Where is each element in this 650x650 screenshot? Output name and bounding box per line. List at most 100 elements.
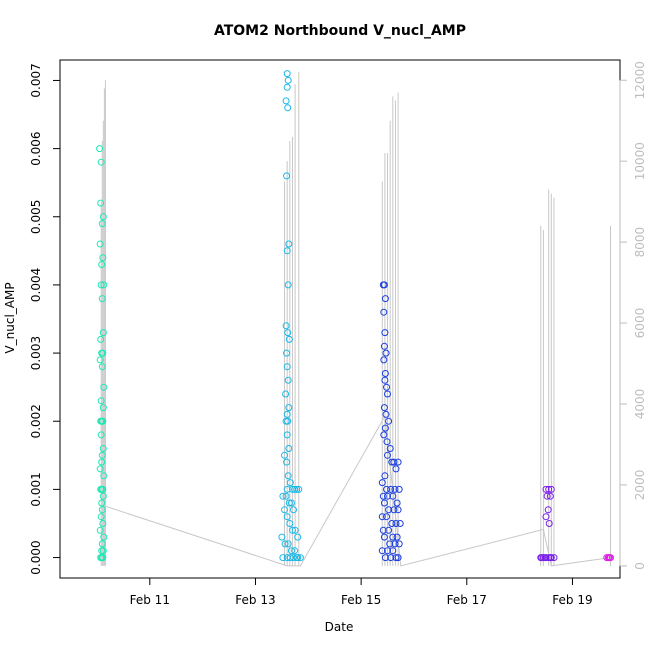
data-point [544,506,552,514]
data-point [284,376,292,384]
data-point [380,404,388,412]
data-point [385,417,393,425]
data-point [99,404,107,412]
x-axis: Feb 11 Feb 13 Feb 15 Feb 17 Feb 19 [130,577,593,607]
data-point [542,485,550,493]
data-point [384,451,391,459]
data-point [285,445,293,452]
data-point [291,485,299,493]
data-point [378,513,386,521]
data-point [546,554,554,562]
data-point [550,554,558,562]
data-point [99,492,107,500]
data-point [291,526,299,534]
y-tick-label: 0.004 [29,268,43,302]
data-point [394,458,402,466]
data-point [99,520,107,527]
data-point [389,533,397,541]
data-point [100,472,108,480]
data-point [390,506,398,514]
data-point [100,383,108,391]
data-point [283,458,291,466]
data-point [282,322,290,330]
data-point [97,397,105,405]
data-point [99,547,107,555]
data-point [293,554,301,562]
data-point [391,485,399,493]
data-point [98,554,106,562]
data-point [392,465,400,473]
data-point [381,472,389,480]
data-point [382,410,390,418]
y-tick-label: 0.007 [29,63,43,97]
data-point [296,554,304,562]
data-point [285,335,293,343]
data-point [285,240,293,248]
data-point [389,547,397,555]
data-point [96,356,104,364]
data-point [547,485,555,493]
data-point [286,479,294,487]
y2-tick-label: 8000 [633,227,647,258]
data-point [380,533,388,541]
data-point [381,424,389,432]
data-point [285,499,293,507]
data-point [293,485,301,493]
data-point [380,308,388,316]
data-point [546,492,554,500]
data-point [384,547,391,555]
data-point [100,533,108,541]
data-point [284,104,292,112]
data-point [284,417,292,425]
data-point [96,465,104,473]
data-point [281,506,288,514]
data-point [380,499,388,507]
data-point [98,363,106,371]
data-point [289,526,296,534]
data-point [545,485,553,493]
data-point [394,506,402,514]
data-point [379,526,387,534]
data-point [282,390,290,398]
series-feb-13-cluster [278,70,304,562]
series-feb-18-cluster [537,485,558,562]
data-point [380,342,388,350]
data-point [284,472,292,480]
data-point [97,485,105,493]
data-point [290,554,297,562]
data-point [97,199,105,207]
data-point [284,281,292,289]
data-point [384,390,391,398]
data-point [381,370,389,377]
plot-frame [59,59,621,579]
data-point [284,329,292,337]
data-point [395,540,403,548]
data-point [287,547,295,555]
data-point [97,335,105,343]
secondary-trace [100,72,611,567]
chart-title: ATOM2 Northbound V_nucl_AMP [214,23,466,39]
data-point [545,520,553,527]
data-point [383,438,391,446]
x-tick-label: Feb 15 [341,593,381,607]
data-point [99,417,107,425]
data-point [285,404,293,412]
data-point [388,520,396,527]
data-point [283,363,291,371]
data-point [96,145,104,153]
data-point [379,492,387,500]
data-point [386,540,394,548]
y-tick-label: 0.006 [29,131,43,165]
data-point [392,554,400,562]
data-point [383,485,390,493]
trace-line [102,414,610,567]
x-tick-label: Feb 13 [235,593,275,607]
data-point [98,261,106,268]
x-tick-label: Feb 11 [130,593,170,607]
x-tick-label: Feb 17 [447,593,487,607]
data-point [283,70,291,78]
data-point [283,410,291,418]
data-point [383,383,390,391]
data-points [96,70,614,562]
